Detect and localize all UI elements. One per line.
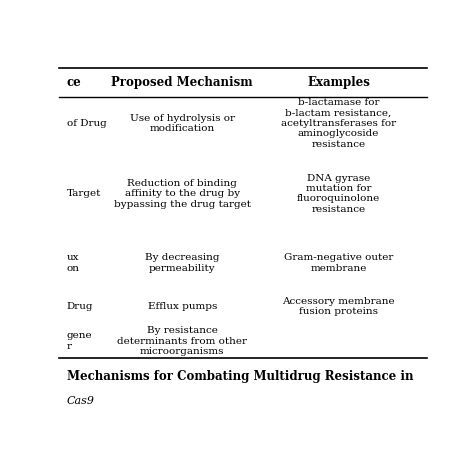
Text: Gram-negative outer
membrane: Gram-negative outer membrane [284,254,393,273]
Text: By decreasing
permeability: By decreasing permeability [145,254,219,273]
Text: Examples: Examples [307,76,370,89]
Text: gene
r: gene r [66,331,92,351]
Text: Drug: Drug [66,302,93,311]
Text: of Drug: of Drug [66,119,106,128]
Text: ce: ce [66,76,82,89]
Text: DNA gyrase
mutation for
fluoroquinolone
resistance: DNA gyrase mutation for fluoroquinolone … [297,173,380,214]
Text: b-lactamase for
b-lactam resistance,
acetyltransferases for
aminoglycoside
resis: b-lactamase for b-lactam resistance, ace… [281,98,396,149]
Text: Efflux pumps: Efflux pumps [147,302,217,311]
Text: By resistance
determinants from other
microorganisms: By resistance determinants from other mi… [117,326,247,356]
Text: Mechanisms for Combating Multidrug Resistance in: Mechanisms for Combating Multidrug Resis… [66,370,413,383]
Text: Target: Target [66,189,101,198]
Text: Reduction of binding
affinity to the drug by
bypassing the drug target: Reduction of binding affinity to the dru… [114,179,251,209]
Text: Use of hydrolysis or
modification: Use of hydrolysis or modification [130,114,235,133]
Text: Proposed Mechanism: Proposed Mechanism [111,76,253,89]
Text: Accessory membrane
fusion proteins: Accessory membrane fusion proteins [282,297,395,316]
Text: ux
on: ux on [66,254,80,273]
Text: Cas9: Cas9 [66,396,95,406]
